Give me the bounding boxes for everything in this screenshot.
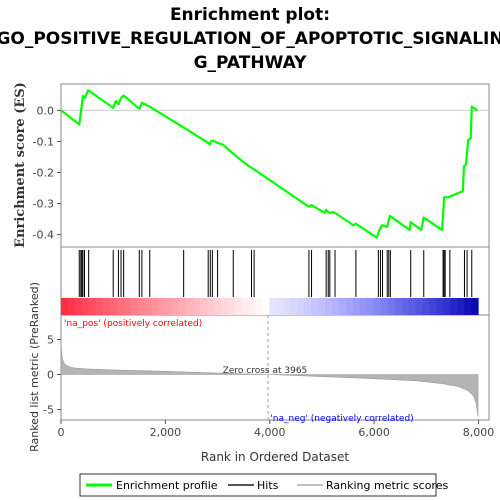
color-band-segment <box>74 298 83 315</box>
legend-frame <box>79 473 437 497</box>
color-band-segment <box>193 298 201 315</box>
color-band-segment <box>352 298 361 315</box>
color-band-segment <box>276 298 285 315</box>
es-y-axis-label: Enrichment score (ES) <box>13 82 28 248</box>
color-band-segment <box>130 298 139 315</box>
color-band-segment <box>81 298 90 315</box>
legend-ranking-metric-label: Ranking metric scores <box>326 479 448 492</box>
color-band-segment <box>436 298 444 315</box>
color-band-segment <box>116 298 125 315</box>
color-band-segment <box>408 298 417 315</box>
color-band-segment <box>318 298 326 315</box>
color-band-segment <box>359 298 368 315</box>
color-band-segment <box>464 298 472 315</box>
color-band-segment <box>471 298 479 315</box>
color-band-segment <box>67 298 76 315</box>
color-band-segment <box>220 298 229 315</box>
enrichment-profile-line <box>60 89 479 239</box>
color-band-segment <box>415 298 424 315</box>
color-band-segment <box>457 298 465 315</box>
pos-correlated-label: 'na_pos' (positively correlated) <box>64 319 202 329</box>
color-band-segment <box>429 298 437 315</box>
color-band-segment <box>206 298 215 315</box>
es-y-tick-label: -0.4 <box>33 229 54 242</box>
color-band-segment <box>297 298 305 315</box>
legend-enrichment-profile-label: Enrichment profile <box>116 479 218 492</box>
color-band-segment <box>443 298 451 315</box>
metric-y-tick-label: 0 <box>47 369 54 382</box>
metric-y-tick-label: 5 <box>47 334 54 347</box>
color-band-segment <box>234 298 243 315</box>
color-band-segment <box>387 298 396 315</box>
x-tick-label: 6,000 <box>358 426 390 439</box>
color-band-segment <box>227 298 236 315</box>
x-axis-label: Rank in Ordered Dataset <box>201 450 349 464</box>
es-y-tick-label: -0.3 <box>33 198 54 211</box>
color-band-segment <box>345 298 354 315</box>
metric-y-tick-label: -5 <box>43 404 54 417</box>
color-band-segment <box>123 298 132 315</box>
neg-correlated-label: 'na_neg' (negatively correlated) <box>270 414 413 424</box>
color-band-segment <box>255 298 264 315</box>
color-band-segment <box>290 298 298 315</box>
color-band-segment <box>61 298 69 315</box>
color-band-segment <box>332 298 340 315</box>
metric-panel-frame <box>60 314 490 421</box>
color-band-segment <box>165 298 173 315</box>
color-band-segment <box>172 298 180 315</box>
color-band-segment <box>394 298 403 315</box>
metric-y-axis-label: Ranked list metric (PreRanked) <box>28 282 41 452</box>
chart-title-line-1: Enrichment plot: <box>170 5 330 25</box>
color-band-segment <box>241 298 250 315</box>
color-band-segment <box>213 298 222 315</box>
color-band-segment <box>200 298 208 315</box>
color-band-segment <box>144 298 152 315</box>
color-band-segment <box>95 298 104 315</box>
color-band-segment <box>339 298 347 315</box>
x-tick-label: 8,000 <box>463 426 495 439</box>
es-y-tick-label: 0.0 <box>37 104 55 117</box>
color-band-segment <box>151 298 159 315</box>
x-tick-label: 2,000 <box>150 426 182 439</box>
chart-title-line-2: GO_POSITIVE_REGULATION_OF_APOPTOTIC_SIGN… <box>0 29 500 49</box>
color-band-segment <box>373 298 382 315</box>
color-band-segment <box>380 298 389 315</box>
color-band-segment <box>102 298 111 315</box>
color-band-segment <box>137 298 146 315</box>
es-panel-frame <box>60 83 490 248</box>
color-band-segment <box>158 298 166 315</box>
color-band-segment <box>401 298 410 315</box>
color-band-segment <box>366 298 375 315</box>
color-band-segment <box>422 298 430 315</box>
zero-cross-label: Zero cross at 3965 <box>223 366 308 376</box>
color-band-segment <box>248 298 257 315</box>
color-band-segment <box>186 298 194 315</box>
ranking-metric-area <box>60 339 479 417</box>
color-band-segment <box>450 298 458 315</box>
es-y-tick-label: -0.2 <box>33 166 54 179</box>
x-tick-label: 0 <box>58 426 65 439</box>
x-tick-label: 4,000 <box>254 426 286 439</box>
color-band-segment <box>262 298 271 315</box>
legend-hits-label: Hits <box>257 479 279 492</box>
es-y-tick-label: -0.1 <box>33 135 54 148</box>
color-band-segment <box>283 298 291 315</box>
color-band-segment <box>269 298 278 315</box>
color-band-segment <box>109 298 118 315</box>
color-band-segment <box>311 298 319 315</box>
color-band-segment <box>179 298 187 315</box>
color-band-segment <box>88 298 97 315</box>
color-band-segment <box>325 298 333 315</box>
legend: Enrichment profile Hits Ranking metric s… <box>79 473 448 497</box>
chart-title-line-3: G_PATHWAY <box>194 53 308 73</box>
color-band-segment <box>304 298 312 315</box>
